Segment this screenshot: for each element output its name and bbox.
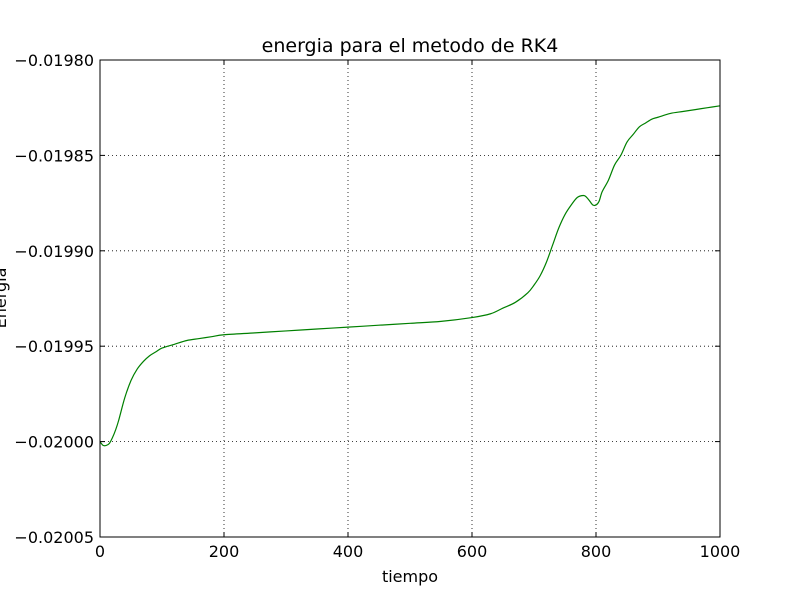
tick-marks bbox=[99, 59, 721, 538]
x-tick-label: 400 bbox=[333, 542, 364, 561]
y-axis-label: Energia bbox=[0, 268, 10, 329]
grid-lines bbox=[100, 60, 720, 537]
x-tick-label: 0 bbox=[95, 542, 105, 561]
energy-series-line bbox=[99, 105, 721, 447]
y-tick-labels: −0.01980 −0.01985 −0.01990 −0.01995 −0.02000… bbox=[14, 51, 94, 547]
series-layer bbox=[99, 105, 721, 447]
x-tick-labels: 0 200 400 600 800 1000 bbox=[95, 542, 740, 561]
y-tick-label: −0.01995 bbox=[14, 337, 94, 356]
x-tick-label: 1000 bbox=[700, 542, 741, 561]
x-tick-label: 600 bbox=[457, 542, 488, 561]
y-tick-label: −0.01990 bbox=[14, 242, 94, 261]
x-tick-label: 200 bbox=[209, 542, 240, 561]
x-axis-label: tiempo bbox=[382, 567, 438, 586]
chart-title: energia para el metodo de RK4 bbox=[262, 35, 559, 57]
x-tick-label: 800 bbox=[581, 542, 612, 561]
y-tick-label: −0.02005 bbox=[14, 528, 94, 547]
y-tick-label: −0.01980 bbox=[14, 51, 94, 70]
plot-frame bbox=[99, 59, 721, 538]
y-tick-label: −0.02000 bbox=[14, 433, 94, 452]
y-tick-label: −0.01985 bbox=[14, 146, 94, 165]
